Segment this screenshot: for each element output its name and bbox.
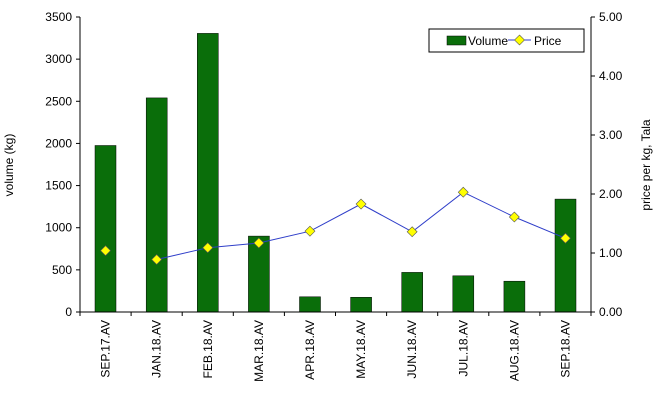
legend-price-label: Price <box>534 34 562 48</box>
left-tick-label: 2500 <box>45 94 72 108</box>
x-ticks: SEP.17.AV JAN.18.AV FEB.18.AV MAR.18.AV APR.… <box>79 312 592 382</box>
y-axis-title: volume (kg) <box>2 134 16 197</box>
price-marker <box>151 254 163 265</box>
right-tick-label: 3.00 <box>599 128 623 142</box>
left-tick-label: 0 <box>65 305 72 319</box>
x-tick-label: JUN.18.AV <box>405 320 419 378</box>
legend: Volume Price <box>428 28 585 53</box>
price-marker <box>355 198 367 210</box>
right-tick-label: 2.00 <box>599 187 623 201</box>
volume-bar <box>350 297 372 313</box>
price-marker <box>457 186 469 198</box>
volume-bar <box>554 198 577 313</box>
right-tick-label: 0.00 <box>599 305 623 319</box>
price-marker <box>304 225 316 237</box>
x-tick-label: SEP.18.AV <box>559 320 573 378</box>
price-marker <box>100 245 111 257</box>
left-ticks: 0 500 1000 1500 2000 2500 3000 3500 <box>45 10 80 319</box>
x-tick-label: FEB.18.AV <box>201 320 215 378</box>
x-tick-label: AUG.18.AV <box>507 320 521 381</box>
x-tick-label: MAR.18.AV <box>252 320 266 382</box>
x-tick-label: MAY.18.AV <box>354 320 368 379</box>
legend-box <box>428 28 585 53</box>
left-tick-label: 1500 <box>45 179 72 193</box>
price-marker <box>560 232 571 244</box>
price-marker <box>202 242 214 254</box>
right-ticks: 0.00 1.00 2.00 3.00 4.00 5.00 <box>591 10 623 319</box>
x-tick-label: APR.18.AV <box>303 320 317 380</box>
left-tick-label: 3000 <box>45 52 72 66</box>
volume-bar <box>197 33 219 313</box>
volume-bar <box>299 296 321 313</box>
right-tick-label: 5.00 <box>599 10 623 24</box>
left-tick-label: 3500 <box>45 10 72 24</box>
volume-bar <box>503 280 526 313</box>
x-tick-label: JAN.18.AV <box>150 320 164 378</box>
bars-layer <box>94 33 577 313</box>
y2-axis-title: price per kg, Tala <box>639 119 653 210</box>
legend-price-marker <box>514 34 525 46</box>
right-tick-label: 4.00 <box>599 69 623 83</box>
volume-bar <box>145 97 168 313</box>
left-tick-label: 2000 <box>45 136 72 150</box>
left-tick-label: 500 <box>52 263 72 277</box>
x-tick-label: SEP.17.AV <box>99 320 113 378</box>
volume-bar <box>94 145 117 313</box>
legend-volume-label: Volume <box>468 34 508 48</box>
price-marker <box>406 226 418 238</box>
left-tick-label: 1000 <box>45 221 72 235</box>
price-marker <box>508 211 520 223</box>
x-tick-label: JUL.18.AV <box>456 320 470 376</box>
volume-bar <box>401 272 423 313</box>
price-marker <box>253 237 265 249</box>
right-tick-label: 1.00 <box>599 246 623 260</box>
legend-volume-swatch <box>446 35 467 46</box>
price-markers <box>100 186 571 265</box>
volume-bar <box>452 275 475 313</box>
